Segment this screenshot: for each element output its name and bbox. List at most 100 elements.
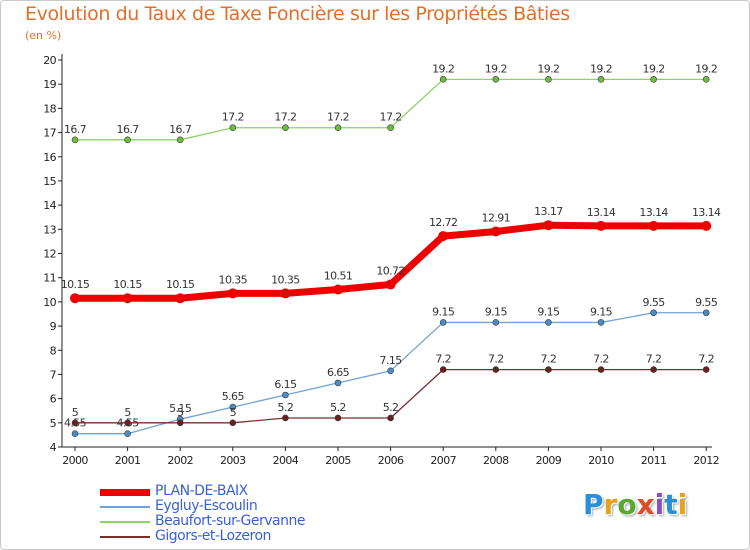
data-point-gigors-et-lozeron [387,414,394,422]
legend-label: Eygluy-Escoulin [155,498,258,514]
data-label-beaufort-sur-gervanne: 17.2 [222,111,244,124]
legend-swatch [100,521,150,523]
data-label-eygluy-escoulin: 9.55 [695,296,718,309]
data-point-beaufort-sur-gervanne [387,124,394,132]
data-label-plan-de-baix: 10.51 [324,270,353,283]
y-tick-label: 6 [50,393,57,406]
data-point-gigors-et-lozeron [597,366,605,373]
data-point-plan-de-baix [122,293,133,304]
data-label-plan-de-baix: 10.15 [113,278,142,291]
data-point-eygluy-escoulin [492,319,500,326]
data-label-eygluy-escoulin: 9.55 [643,296,666,309]
logo-letter: x [636,488,655,521]
data-label-eygluy-escoulin: 9.15 [485,305,508,318]
data-point-beaufort-sur-gervanne [492,76,500,83]
y-tick-label: 8 [50,344,57,357]
y-tick-label: 7 [50,368,57,381]
data-label-eygluy-escoulin: 6.15 [274,378,297,391]
data-point-plan-de-baix [490,226,501,237]
data-point-eygluy-escoulin [702,309,710,317]
data-label-beaufort-sur-gervanne: 16.7 [117,123,140,136]
data-label-gigors-et-lozeron: 7.2 [435,353,451,366]
x-tick-label: 2011 [641,454,667,467]
data-point-gigors-et-lozeron [702,366,710,373]
y-tick-label: 13 [43,223,56,236]
x-tick-label: 2008 [483,454,509,467]
logo-letter: o [617,488,637,521]
proxiti-logo[interactable]: Proxiti [583,488,687,521]
data-point-gigors-et-lozeron [176,419,184,427]
data-point-eygluy-escoulin [334,379,342,387]
y-tick-label: 12 [43,248,56,261]
data-point-eygluy-escoulin [124,430,131,437]
data-point-beaufort-sur-gervanne [229,124,237,132]
data-label-plan-de-baix: 13.14 [692,206,721,219]
y-tick-label: 4 [50,441,57,454]
data-point-eygluy-escoulin [597,319,605,326]
chart-title: Evolution du Taux de Taxe Foncière sur l… [25,3,570,25]
data-label-plan-de-baix: 10.35 [271,273,300,286]
data-point-beaufort-sur-gervanne [282,124,289,132]
data-label-gigors-et-lozeron: 5.2 [383,401,399,414]
data-label-plan-de-baix: 10.15 [61,278,90,291]
data-label-plan-de-baix: 13.17 [534,205,563,218]
data-label-eygluy-escoulin: 6.65 [327,366,350,379]
data-point-gigors-et-lozeron [650,366,657,373]
data-point-eygluy-escoulin [439,319,447,326]
data-point-eygluy-escoulin [282,391,289,399]
data-point-gigors-et-lozeron [492,366,500,373]
data-label-plan-de-baix: 12.91 [482,211,511,224]
data-label-gigors-et-lozeron: 5 [230,406,237,419]
x-tick-label: 2001 [115,454,141,467]
data-point-gigors-et-lozeron [229,419,237,427]
data-point-plan-de-baix [333,284,343,295]
data-point-eygluy-escoulin [387,367,394,375]
y-tick-label: 19 [43,78,56,91]
y-tick-label: 5 [50,417,57,430]
data-point-plan-de-baix [70,293,80,304]
data-point-plan-de-baix [543,220,554,231]
logo-letter: r [603,488,618,521]
legend-label: Beaufort-sur-Gervanne [155,513,306,529]
y-tick-label: 17 [43,127,56,140]
data-label-beaufort-sur-gervanne: 19.2 [643,62,665,75]
data-point-eygluy-escoulin [545,319,552,326]
data-point-beaufort-sur-gervanne [597,76,605,83]
y-tick-label: 9 [50,320,57,333]
data-label-beaufort-sur-gervanne: 17.2 [380,111,402,124]
x-tick-label: 2010 [588,454,614,467]
legend-swatch [100,506,150,508]
data-point-gigors-et-lozeron [439,366,447,373]
data-label-plan-de-baix: 13.14 [639,206,668,219]
y-tick-label: 10 [43,296,56,309]
x-tick-label: 2009 [536,454,562,467]
data-label-plan-de-baix: 12.72 [429,216,458,229]
data-label-beaufort-sur-gervanne: 17.2 [274,111,296,124]
data-point-beaufort-sur-gervanne [650,76,657,83]
data-point-beaufort-sur-gervanne [124,136,131,144]
data-point-plan-de-baix [596,220,606,231]
x-tick-label: 2007 [430,454,456,467]
x-tick-label: 2002 [167,454,193,467]
data-label-eygluy-escoulin: 9.15 [537,305,560,318]
legend-label: Gigors-et-Lozeron [155,528,271,544]
x-tick-label: 2006 [378,454,404,467]
x-tick-label: 2004 [273,454,299,467]
data-label-gigors-et-lozeron: 7.2 [646,353,662,366]
x-tick-label: 2003 [220,454,246,467]
data-label-plan-de-baix: 10.35 [219,273,248,286]
data-point-plan-de-baix [701,220,712,231]
y-tick-label: 18 [43,102,56,115]
legend-label: PLAN-DE-BAIX [155,483,248,499]
data-point-gigors-et-lozeron [545,366,552,373]
data-label-gigors-et-lozeron: 7.2 [698,353,714,366]
data-label-eygluy-escoulin: 9.15 [432,305,455,318]
x-tick-label: 2005 [325,454,351,467]
logo-letter: i [677,488,688,521]
legend-swatch [100,488,150,496]
data-point-beaufort-sur-gervanne [439,76,447,83]
line-chart: 4 5 6 7 8 9 10 11 12 13 14 15 16 17 18 19 20 2000 2001 2002… [43,54,722,467]
data-label-gigors-et-lozeron: 5.2 [278,401,294,414]
y-tick-label: 16 [43,151,56,164]
data-point-beaufort-sur-gervanne [702,76,710,83]
